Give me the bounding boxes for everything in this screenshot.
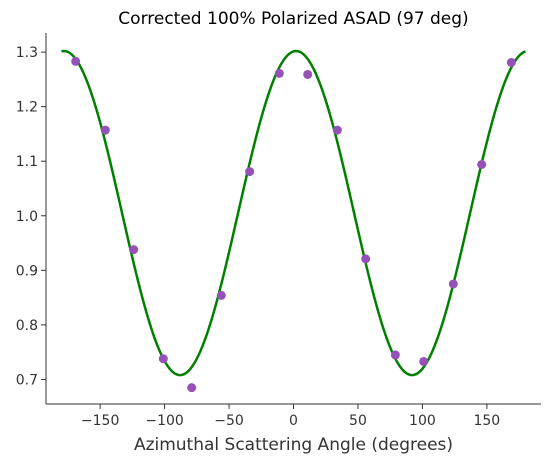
- x-tick-label: −150: [81, 413, 119, 429]
- data-point: [100, 125, 110, 135]
- y-tick-label: 0.9: [16, 263, 38, 279]
- x-tick-label: 0: [289, 413, 298, 429]
- fit-curve-layer: [61, 49, 526, 377]
- fit-curve-line: [61, 49, 526, 377]
- data-point: [187, 383, 197, 393]
- x-ticks: −150 −100 −50 0 50 100 150: [81, 404, 500, 429]
- y-tick-label: 1.3: [16, 45, 38, 61]
- plot-area: [61, 49, 526, 393]
- data-points-layer: [71, 56, 516, 393]
- data-point: [216, 290, 226, 300]
- data-point: [71, 56, 81, 66]
- data-point: [419, 356, 429, 366]
- data-point: [477, 159, 487, 169]
- y-tick-label: 1.0: [16, 209, 38, 225]
- data-point: [361, 254, 371, 264]
- data-point: [129, 245, 139, 255]
- axes: [45, 33, 541, 405]
- data-point: [274, 68, 284, 78]
- y-tick-label: 1.1: [16, 154, 38, 170]
- data-point: [332, 125, 342, 135]
- y-tick-label: 0.8: [16, 318, 38, 334]
- x-tick-label: 100: [409, 413, 436, 429]
- data-point: [303, 69, 313, 79]
- data-point: [448, 279, 458, 289]
- y-tick-label: 0.7: [16, 372, 38, 388]
- x-tick-label: 50: [349, 413, 367, 429]
- x-axis-label: Azimuthal Scattering Angle (degrees): [134, 435, 453, 455]
- data-point: [245, 167, 255, 177]
- chart-title: Corrected 100% Polarized ASAD (97 deg): [118, 9, 468, 29]
- x-tick-label: −50: [214, 413, 244, 429]
- x-tick-label: −100: [145, 413, 183, 429]
- y-ticks: 0.7 0.8 0.9 1.0 1.1 1.2 1.3: [16, 45, 46, 388]
- data-point: [390, 350, 400, 360]
- data-point: [158, 354, 168, 364]
- data-point: [506, 57, 516, 67]
- x-tick-label: 150: [473, 413, 500, 429]
- y-tick-label: 1.2: [16, 100, 38, 116]
